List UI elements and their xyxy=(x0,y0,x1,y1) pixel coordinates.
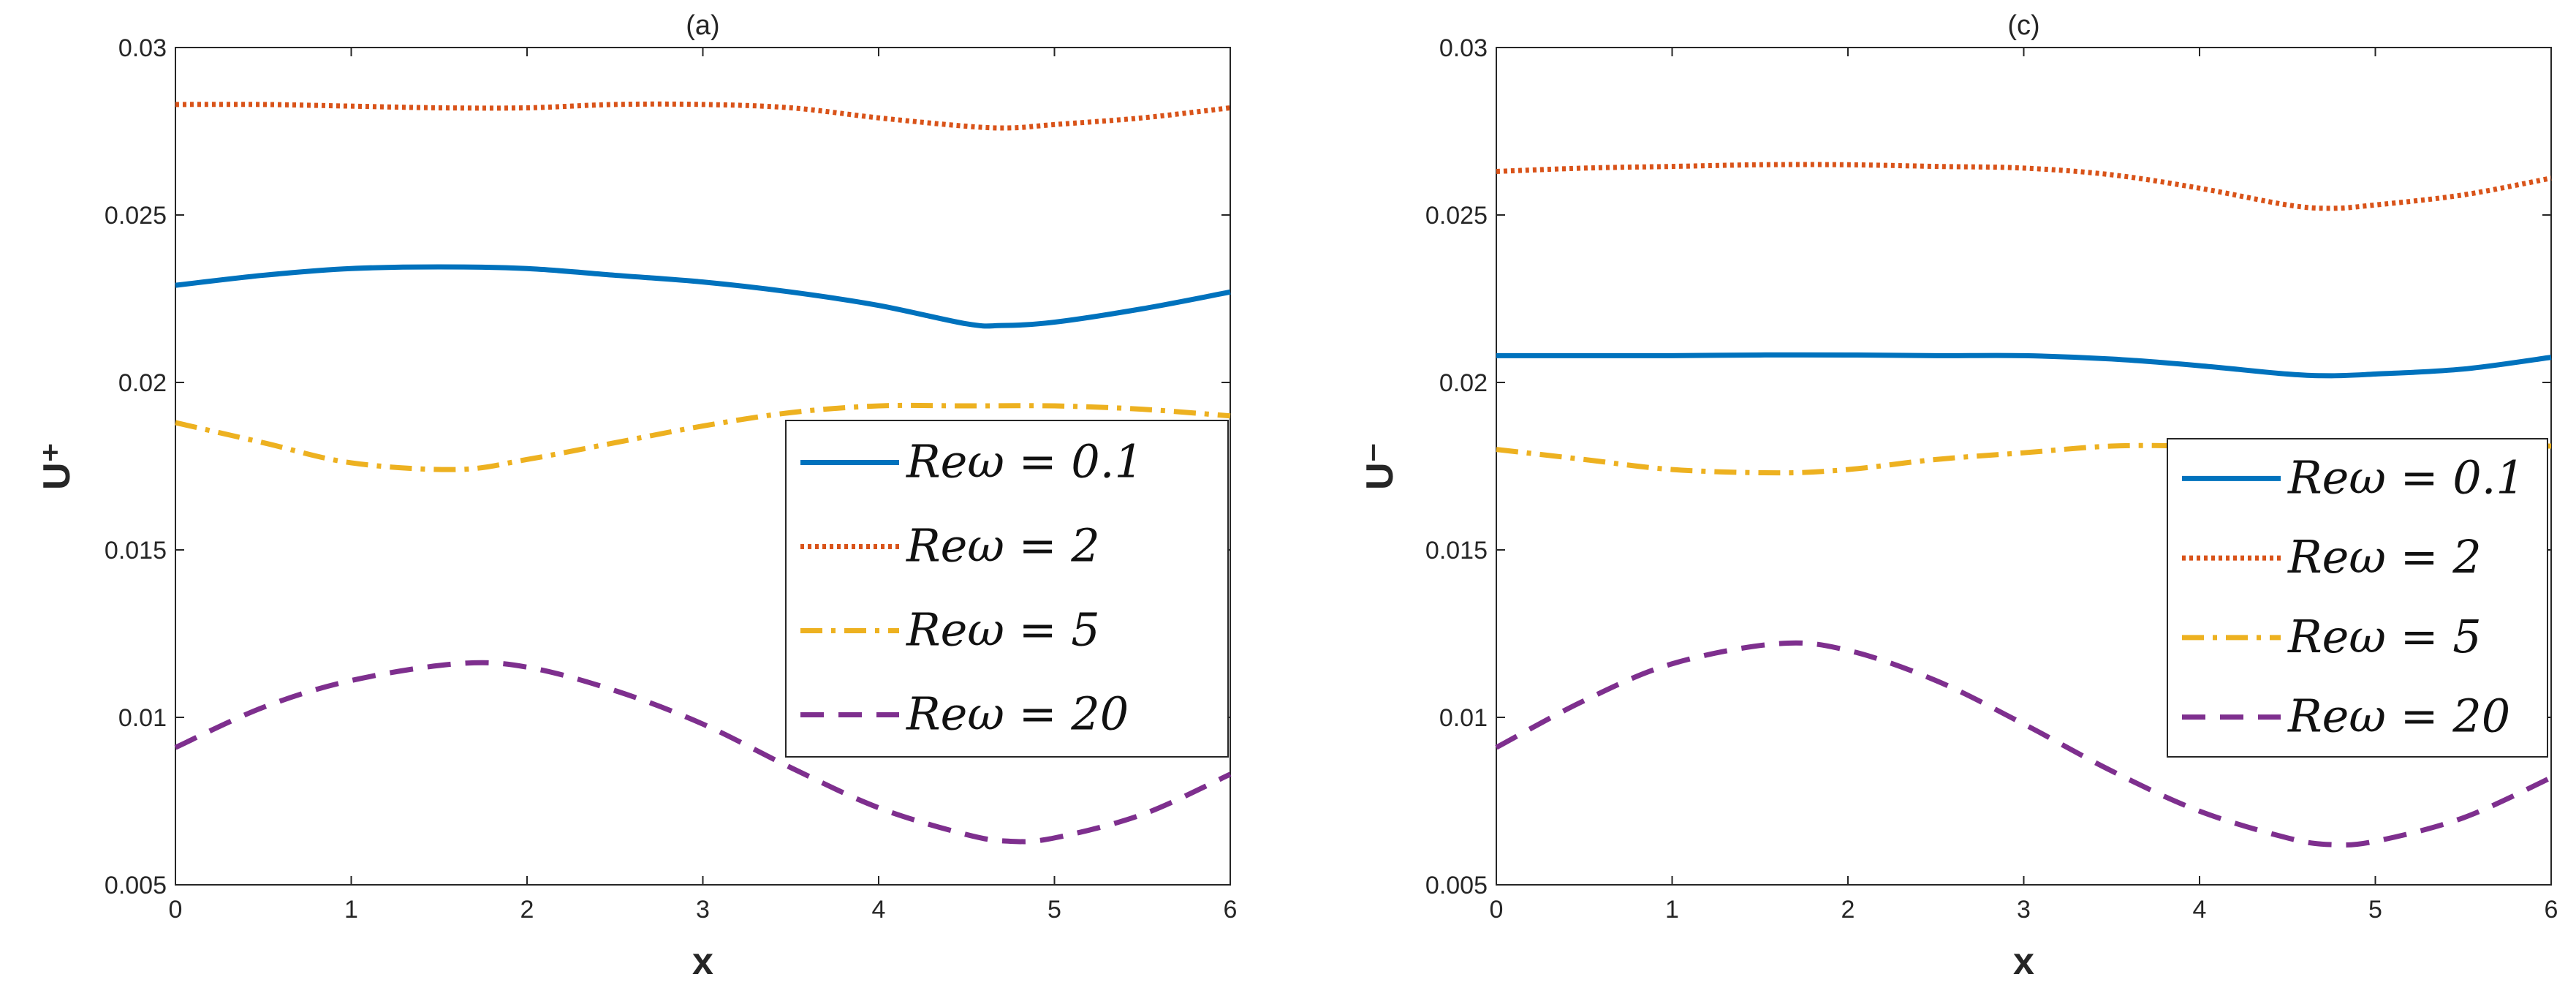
y-tick-label: 0.01 xyxy=(118,704,167,732)
y-tick-label: 0.025 xyxy=(1425,202,1488,230)
x-tick-label: 1 xyxy=(344,896,358,924)
y-tick-label: 0.02 xyxy=(118,369,167,397)
legend-label: Reω = 5 xyxy=(906,603,1100,657)
legend-label: Reω = 0.1 xyxy=(906,435,1143,488)
chart-panel-c: 0 1 2 3 4 5 6 0.005 0.01 0.015 0.02 0.025 0.03 (c) x U⁻… xyxy=(1359,10,2558,983)
x-tick-label: 3 xyxy=(2017,896,2031,924)
legend-label: Reω = 20 xyxy=(906,687,1129,741)
y-tick-label: 0.005 xyxy=(105,872,167,899)
y-tick-label: 0.005 xyxy=(1425,872,1488,899)
series-line xyxy=(1495,640,2553,848)
x-tick-label: 3 xyxy=(696,896,710,924)
series-line xyxy=(1496,352,2552,379)
x-tick-label: 2 xyxy=(1841,896,1855,924)
x-tick-label: 0 xyxy=(169,896,183,924)
x-tick-label: 4 xyxy=(872,896,886,924)
chart-panel-a: 0 1 2 3 4 5 6 0.005 0.01 0.015 0.02 0.025 0.03 (a) x U⁺… xyxy=(36,10,1237,983)
x-tick-label: 6 xyxy=(2545,896,2558,924)
legend-label: Reω = 2 xyxy=(2287,530,2482,584)
legend-box xyxy=(2167,438,2548,758)
x-tick-label: 4 xyxy=(2193,896,2207,924)
x-tick-label: 5 xyxy=(1048,896,1061,924)
series-line xyxy=(174,660,1232,845)
x-tick-label: 0 xyxy=(1490,896,1504,924)
legend-label: Reω = 2 xyxy=(906,519,1100,573)
y-tick-label: 0.02 xyxy=(1439,369,1488,397)
series-line xyxy=(175,402,1231,472)
y-tick-label: 0.03 xyxy=(118,34,167,62)
x-tick-label: 6 xyxy=(1224,896,1238,924)
y-tick-label: 0.01 xyxy=(1439,704,1488,732)
series-line xyxy=(1496,162,2552,211)
y-axis-label: U⁺ xyxy=(36,442,78,490)
y-tick-label: 0.025 xyxy=(105,202,167,230)
x-tick-label: 5 xyxy=(2368,896,2382,924)
series-line xyxy=(175,264,1231,329)
legend-label: Reω = 5 xyxy=(2287,610,2482,663)
chart-title: (c) xyxy=(2007,10,2039,41)
legend-label: Reω = 0.1 xyxy=(2287,450,2525,504)
y-axis-label: U⁻ xyxy=(1359,442,1401,490)
x-axis-label: x xyxy=(692,940,713,983)
y-tick-label: 0.03 xyxy=(1439,34,1488,62)
x-tick-label: 2 xyxy=(520,896,534,924)
y-tick-label: 0.015 xyxy=(105,537,167,565)
legend-label: Reω = 20 xyxy=(2287,690,2510,743)
x-tick-label: 1 xyxy=(1665,896,1679,924)
y-tick-label: 0.015 xyxy=(1425,537,1488,565)
series-line xyxy=(175,101,1231,131)
legend-box xyxy=(785,420,1229,758)
chart-title: (a) xyxy=(686,10,719,41)
x-axis-label: x xyxy=(2013,940,2034,983)
